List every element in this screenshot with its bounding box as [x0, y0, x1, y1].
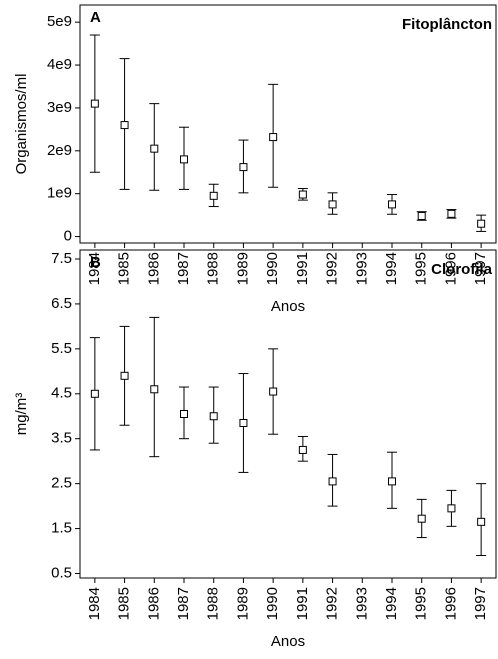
x-tick-label: 1984 [86, 587, 103, 620]
mean-marker [477, 517, 486, 526]
y-tick-label: 4.5 [51, 385, 72, 402]
y-tick-label: 5e9 [47, 13, 72, 30]
y-tick-label: 0.5 [51, 564, 72, 581]
x-tick-label: 1993 [353, 587, 370, 620]
y-tick-label: 1.5 [51, 520, 72, 537]
y-tick-label: 0 [64, 228, 72, 245]
x-tick-label: 1994 [383, 587, 400, 620]
chart-title: Fitoplâncton [402, 16, 492, 33]
y-tick-label: 1e9 [47, 185, 72, 202]
plot-frame [79, 249, 497, 579]
x-tick-label: 1997 [472, 252, 489, 285]
mean-marker [269, 387, 278, 396]
y-tick-label: 2e9 [47, 142, 72, 159]
x-tick-label: 1995 [413, 252, 430, 285]
x-tick-label: 1994 [383, 252, 400, 285]
x-tick-label: 1984 [86, 252, 103, 285]
plot-frame [79, 4, 497, 244]
mean-marker [269, 133, 278, 142]
x-tick-label: 1987 [175, 252, 192, 285]
x-axis-label: Anos [271, 298, 305, 315]
mean-marker [328, 200, 337, 209]
x-tick-label: 1990 [264, 252, 281, 285]
mean-marker [388, 477, 396, 486]
y-tick-label: 4e9 [47, 56, 72, 73]
mean-marker [417, 514, 426, 523]
mean-marker [120, 371, 129, 380]
mean-marker [239, 163, 248, 172]
x-tick-label: 1995 [413, 587, 430, 620]
mean-marker [477, 219, 486, 228]
mean-marker [209, 412, 218, 421]
mean-marker [209, 191, 218, 200]
y-axis-label: mg/m³ [13, 393, 30, 436]
x-tick-label: 1988 [205, 587, 222, 620]
mean-marker [239, 418, 248, 427]
x-tick-label: 1992 [324, 587, 341, 620]
x-tick-label: 1993 [353, 252, 370, 285]
y-axis-label: Organismos/ml [13, 74, 30, 175]
x-tick-label: 1996 [442, 587, 459, 620]
x-tick-label: 1988 [205, 252, 222, 285]
x-tick-label: 1985 [116, 252, 133, 285]
x-tick-label: 1985 [116, 587, 133, 620]
y-tick-label: 6.5 [51, 295, 72, 312]
mean-marker [388, 200, 396, 209]
x-tick-label: 1991 [294, 587, 311, 620]
mean-marker [150, 144, 159, 153]
x-tick-label: 1986 [145, 587, 162, 620]
mean-marker [120, 121, 129, 130]
x-tick-label: 1992 [324, 252, 341, 285]
x-axis-label: Anos [271, 633, 305, 650]
panel-label: B [90, 254, 101, 271]
x-tick-label: 1991 [294, 252, 311, 285]
x-tick-label: 1996 [442, 252, 459, 285]
mean-marker [180, 155, 188, 164]
mean-marker [298, 190, 307, 199]
x-tick-label: 1990 [264, 587, 281, 620]
mean-marker [90, 389, 99, 398]
mean-marker [417, 211, 426, 220]
y-tick-label: 5.5 [51, 340, 72, 357]
y-tick-label: 3e9 [47, 99, 72, 116]
mean-marker [328, 477, 337, 486]
mean-marker [298, 445, 307, 454]
x-tick-label: 1989 [234, 252, 251, 285]
mean-marker [447, 209, 456, 218]
x-tick-label: 1986 [145, 252, 162, 285]
panel-label: A [90, 9, 101, 26]
y-tick-label: 3.5 [51, 430, 72, 447]
y-tick-label: 7.5 [51, 250, 72, 267]
x-tick-label: 1997 [472, 587, 489, 620]
x-tick-label: 1987 [175, 587, 192, 620]
x-tick-label: 1989 [234, 587, 251, 620]
mean-marker [150, 385, 159, 394]
mean-marker [180, 410, 188, 418]
mean-marker [447, 504, 456, 513]
chart-title: Clorofila [431, 261, 492, 278]
y-tick-label: 2.5 [51, 475, 72, 492]
mean-marker [90, 99, 99, 108]
